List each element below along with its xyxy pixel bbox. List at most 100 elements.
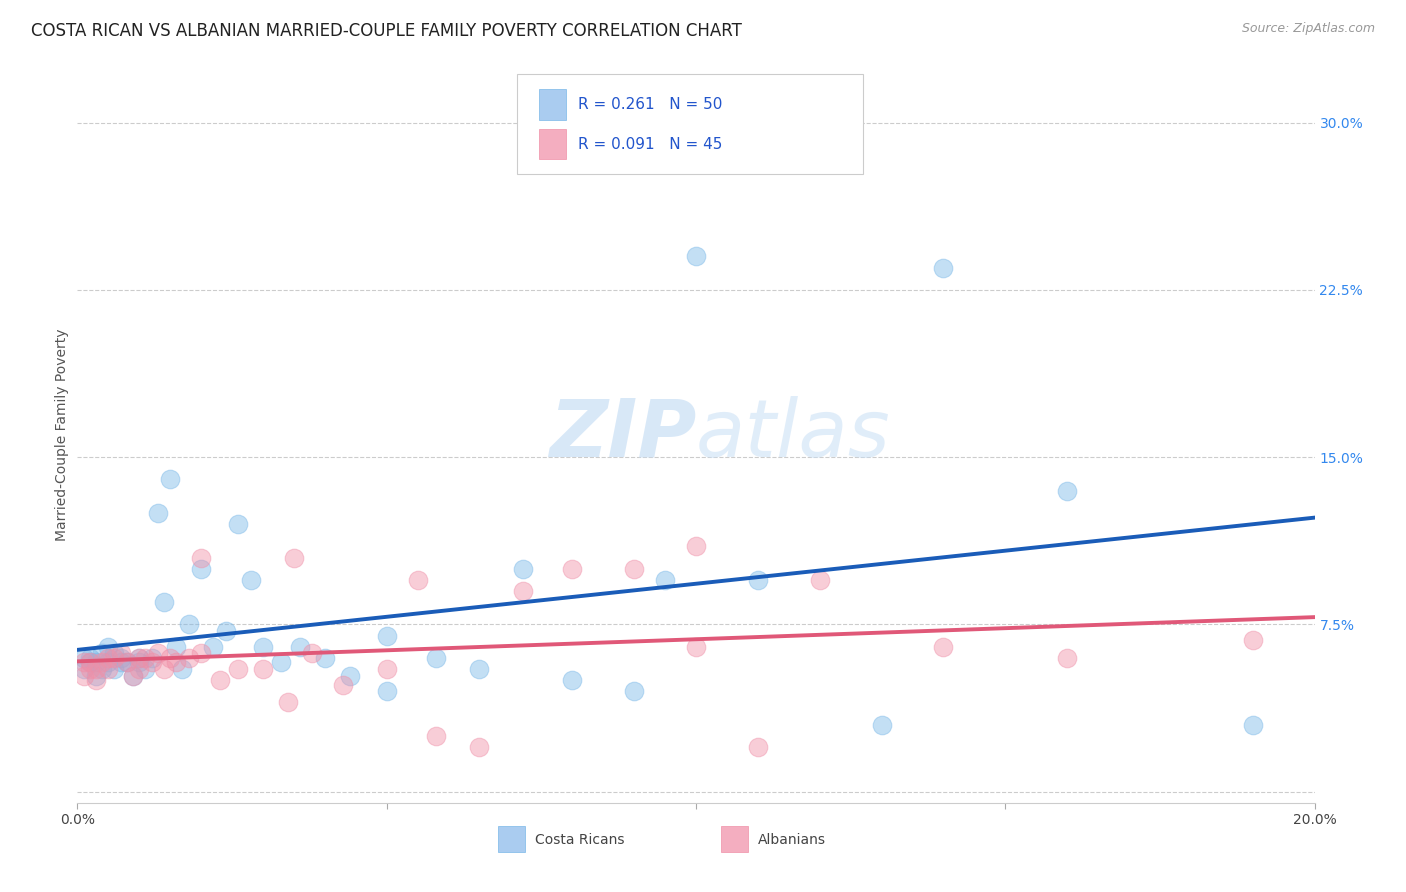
Point: [239, 573, 262, 587]
Point: [1056, 651, 1078, 665]
Point: [177, 617, 200, 632]
Point: [190, 646, 212, 660]
Point: [91, 646, 114, 660]
Point: [226, 662, 249, 676]
Point: [141, 651, 163, 665]
Point: [128, 651, 150, 665]
Point: [270, 655, 292, 669]
Point: [870, 717, 893, 731]
Point: [128, 655, 150, 669]
Point: [283, 550, 305, 565]
Point: [153, 662, 176, 676]
Point: [314, 651, 336, 665]
FancyBboxPatch shape: [538, 89, 567, 120]
Point: [159, 472, 181, 486]
Point: [79, 655, 101, 669]
Point: [97, 640, 120, 654]
Y-axis label: Married-Couple Family Poverty: Married-Couple Family Poverty: [55, 328, 69, 541]
Point: [375, 628, 398, 642]
Point: [134, 662, 156, 676]
Point: [165, 640, 187, 654]
Point: [288, 640, 311, 654]
Point: [79, 662, 101, 676]
FancyBboxPatch shape: [721, 826, 748, 852]
Point: [122, 669, 145, 683]
Point: [226, 517, 249, 532]
Point: [79, 655, 101, 669]
FancyBboxPatch shape: [516, 74, 863, 174]
Point: [72, 651, 94, 665]
Point: [561, 562, 583, 576]
Point: [375, 684, 398, 698]
Point: [72, 655, 94, 669]
Point: [115, 655, 138, 669]
Text: Source: ZipAtlas.com: Source: ZipAtlas.com: [1241, 22, 1375, 36]
Text: COSTA RICAN VS ALBANIAN MARRIED-COUPLE FAMILY POVERTY CORRELATION CHART: COSTA RICAN VS ALBANIAN MARRIED-COUPLE F…: [31, 22, 742, 40]
Point: [808, 573, 831, 587]
Point: [146, 646, 169, 660]
Point: [1241, 717, 1264, 731]
Point: [425, 651, 447, 665]
Text: R = 0.261   N = 50: R = 0.261 N = 50: [578, 96, 723, 112]
Point: [159, 651, 181, 665]
Point: [91, 655, 114, 669]
Point: [512, 562, 534, 576]
Point: [747, 740, 769, 755]
Point: [215, 624, 238, 639]
Point: [134, 651, 156, 665]
Point: [406, 573, 429, 587]
Point: [685, 249, 707, 264]
FancyBboxPatch shape: [498, 826, 526, 852]
Point: [685, 539, 707, 553]
Point: [301, 646, 323, 660]
Text: atlas: atlas: [696, 396, 891, 474]
Point: [146, 506, 169, 520]
Point: [141, 655, 163, 669]
Point: [84, 673, 107, 687]
FancyBboxPatch shape: [538, 128, 567, 160]
Point: [172, 662, 194, 676]
Point: [190, 562, 212, 576]
Point: [1056, 483, 1078, 498]
Point: [91, 662, 114, 676]
Point: [561, 673, 583, 687]
Text: Albanians: Albanians: [758, 832, 825, 847]
Point: [72, 662, 94, 676]
Point: [1241, 633, 1264, 648]
Point: [110, 655, 132, 669]
Point: [932, 640, 955, 654]
Point: [165, 655, 187, 669]
Point: [425, 729, 447, 743]
Text: Costa Ricans: Costa Ricans: [536, 832, 624, 847]
Point: [84, 662, 107, 676]
Point: [153, 595, 176, 609]
Point: [339, 669, 361, 683]
Point: [252, 640, 274, 654]
Point: [932, 260, 955, 275]
Point: [623, 562, 645, 576]
Point: [375, 662, 398, 676]
Point: [97, 662, 120, 676]
Point: [128, 662, 150, 676]
Point: [110, 646, 132, 660]
Point: [103, 651, 125, 665]
Point: [332, 678, 354, 692]
Point: [685, 640, 707, 654]
Point: [277, 696, 299, 710]
Point: [190, 550, 212, 565]
Point: [177, 651, 200, 665]
Point: [72, 669, 94, 683]
Point: [103, 662, 125, 676]
Point: [97, 651, 120, 665]
Point: [97, 655, 120, 669]
Point: [654, 573, 676, 587]
Point: [128, 651, 150, 665]
Point: [110, 651, 132, 665]
Point: [103, 646, 125, 660]
Point: [468, 740, 491, 755]
Point: [623, 684, 645, 698]
Point: [468, 662, 491, 676]
Point: [84, 669, 107, 683]
Text: R = 0.091   N = 45: R = 0.091 N = 45: [578, 136, 723, 152]
Point: [84, 655, 107, 669]
